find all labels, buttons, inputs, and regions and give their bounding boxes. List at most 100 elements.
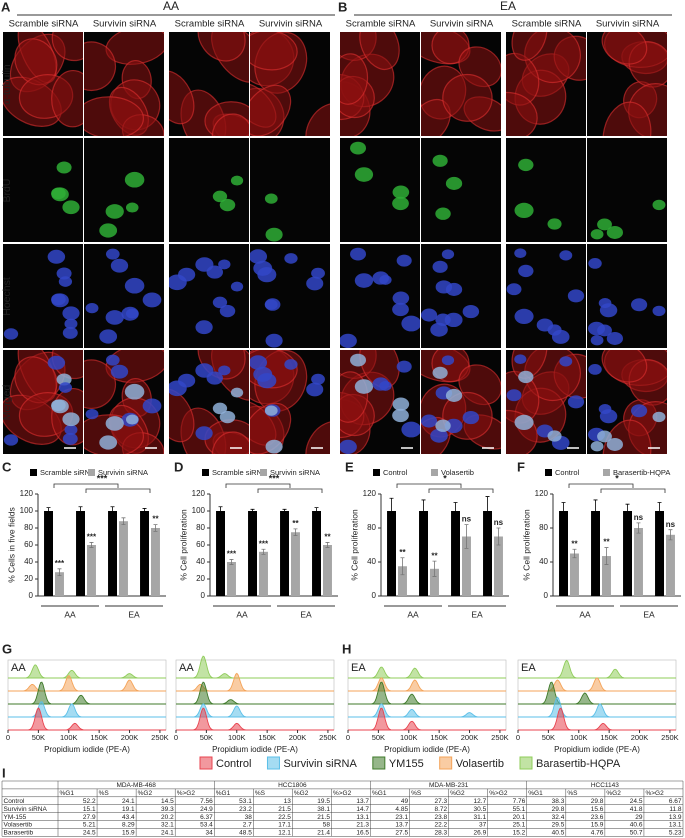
nucleus	[99, 329, 118, 344]
table-column: %G2	[138, 790, 153, 797]
table-cell: 24.9	[200, 806, 213, 813]
column-label: Scramble siRNA	[346, 19, 416, 30]
bar	[280, 511, 289, 596]
x-tick-label: 100K	[400, 733, 418, 742]
table-column: %S	[411, 790, 422, 797]
panel-letter: H	[342, 641, 351, 656]
group-label: AA	[407, 609, 419, 619]
brdu-nucleus	[435, 207, 451, 220]
error-bar	[142, 508, 147, 514]
table-cell: 28.3	[434, 830, 447, 837]
y-tick-label: 60	[196, 540, 205, 549]
significance-label: ns	[634, 513, 644, 522]
table-cell: 13.1	[356, 814, 369, 821]
legend-label: Control	[555, 468, 580, 477]
x-tick-label: 100K	[60, 733, 78, 742]
x-axis-label: Propidium iodide (PE-A)	[554, 745, 640, 754]
nucleus	[264, 405, 278, 416]
x-tick-label: 200K	[631, 733, 649, 742]
legend-label: YM155	[389, 758, 424, 770]
tubulin-cell	[602, 101, 652, 136]
bar	[119, 521, 128, 596]
x-tick-label: 200K	[289, 733, 307, 742]
error-bar	[282, 508, 287, 514]
table-cell: 13	[284, 798, 292, 805]
nucleus	[219, 410, 236, 424]
y-tick-label: 40	[367, 557, 376, 566]
nucleus	[392, 302, 409, 317]
error-bar	[261, 548, 266, 555]
error-bar	[229, 559, 234, 565]
nucleus	[430, 428, 448, 443]
group-label: EA	[300, 609, 312, 619]
table-cell: 29	[635, 814, 643, 821]
table-cell: 50.7	[630, 830, 643, 837]
table-cell: 43.4	[122, 814, 135, 821]
comparison-label: *	[615, 473, 619, 483]
table-cell: 58	[323, 822, 331, 829]
table-cell: 38	[245, 814, 253, 821]
plot-frame	[347, 659, 507, 731]
y-tick-label: 0	[544, 591, 549, 600]
table-cell: 21.3	[356, 822, 369, 829]
brdu-nucleus	[350, 141, 367, 155]
y-tick-label: 0	[372, 591, 377, 600]
table-cell: 8.29	[122, 822, 135, 829]
micrograph	[169, 244, 249, 348]
nucleus	[392, 291, 410, 305]
legend-label: Control	[216, 758, 251, 770]
legend-swatch	[202, 469, 209, 476]
table-cell: 38.1	[317, 806, 330, 813]
micrograph	[506, 32, 586, 136]
micrograph	[340, 32, 420, 136]
y-axis-label: % Cell proliferation	[521, 509, 531, 581]
bar	[55, 572, 64, 596]
brdu-nucleus	[518, 158, 534, 172]
micrograph-bg	[3, 138, 83, 242]
x-tick-label: 250K	[151, 733, 169, 742]
legend-label: Volasertib	[456, 758, 504, 770]
table-row-label: Survivin siRNA	[4, 806, 48, 813]
legend-swatch	[260, 469, 267, 476]
column-label: Scramble siRNA	[512, 19, 582, 30]
table-cell: 24.1	[122, 798, 135, 805]
column-label: Survivin siRNA	[596, 19, 660, 30]
nucleus	[435, 313, 451, 326]
micrograph	[250, 350, 330, 454]
tubulin-cell	[305, 420, 330, 454]
y-axis-label: % Cells in five fields	[6, 507, 16, 583]
bar	[248, 511, 257, 596]
nucleus	[195, 426, 213, 441]
brdu-nucleus	[354, 167, 374, 182]
error-bar	[121, 517, 126, 525]
table-cell: 23.8	[434, 814, 447, 821]
histogram-trace	[176, 655, 334, 679]
table-cell: 21.5	[278, 806, 291, 813]
table-cell: 5.23	[669, 830, 682, 837]
x-tick-label: 50K	[372, 733, 385, 742]
table-cell: 29.5	[552, 822, 565, 829]
table-column: %G2	[606, 790, 621, 797]
table-cell: 7.56	[200, 798, 213, 805]
tubulin-cell	[601, 32, 648, 65]
table-cell: 23.6	[591, 814, 604, 821]
histogram-trace	[518, 681, 676, 705]
x-tick-label: 100K	[228, 733, 246, 742]
table-cell: 52.2	[83, 798, 96, 805]
table-cell: 24.5	[83, 830, 96, 837]
nucleus	[514, 308, 534, 325]
brdu-nucleus	[265, 227, 283, 242]
nucleus	[47, 355, 66, 370]
micrograph	[340, 350, 420, 454]
brdu-nucleus	[99, 223, 118, 238]
x-tick-label: 250K	[491, 733, 509, 742]
micrograph	[340, 138, 420, 242]
nucleus	[105, 354, 120, 366]
nucleus	[47, 249, 66, 264]
error-bar	[400, 557, 405, 576]
nucleus	[124, 383, 145, 400]
stain-label: α-tubulin	[1, 64, 13, 105]
nucleus	[230, 281, 244, 292]
micrograph	[250, 32, 330, 136]
nucleus	[430, 322, 448, 337]
